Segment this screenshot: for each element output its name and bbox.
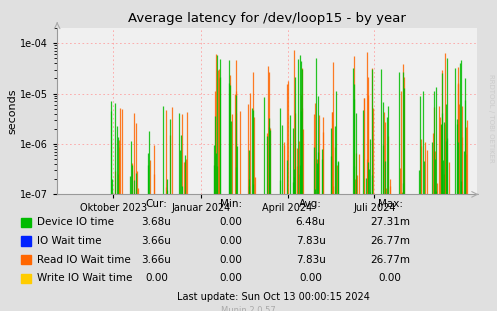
- Text: Max:: Max:: [378, 199, 403, 209]
- Text: Write IO Wait time: Write IO Wait time: [37, 273, 133, 283]
- Text: Read IO Wait time: Read IO Wait time: [37, 255, 131, 265]
- Text: Min:: Min:: [220, 199, 242, 209]
- Text: Last update: Sun Oct 13 00:00:15 2024: Last update: Sun Oct 13 00:00:15 2024: [177, 292, 370, 302]
- Text: 26.77m: 26.77m: [370, 255, 410, 265]
- Text: 3.66u: 3.66u: [142, 255, 171, 265]
- Text: 0.00: 0.00: [145, 273, 168, 283]
- Text: 0.00: 0.00: [220, 273, 243, 283]
- Text: 0.00: 0.00: [220, 255, 243, 265]
- Text: 3.66u: 3.66u: [142, 236, 171, 246]
- Text: 7.83u: 7.83u: [296, 255, 326, 265]
- Text: 0.00: 0.00: [220, 236, 243, 246]
- Text: Munin 2.0.57: Munin 2.0.57: [221, 306, 276, 311]
- Text: 6.48u: 6.48u: [296, 217, 326, 227]
- Text: 0.00: 0.00: [379, 273, 402, 283]
- Text: 7.83u: 7.83u: [296, 236, 326, 246]
- Text: 26.77m: 26.77m: [370, 236, 410, 246]
- Text: 0.00: 0.00: [299, 273, 322, 283]
- Text: RRDTOOL / TOBI OETIKER: RRDTOOL / TOBI OETIKER: [488, 74, 494, 163]
- Text: Cur:: Cur:: [146, 199, 167, 209]
- Text: Device IO time: Device IO time: [37, 217, 114, 227]
- Text: 27.31m: 27.31m: [370, 217, 410, 227]
- Text: 0.00: 0.00: [220, 217, 243, 227]
- Text: 3.68u: 3.68u: [142, 217, 171, 227]
- Y-axis label: seconds: seconds: [7, 88, 17, 134]
- Text: IO Wait time: IO Wait time: [37, 236, 102, 246]
- Text: Avg:: Avg:: [299, 199, 322, 209]
- Title: Average latency for /dev/loop15 - by year: Average latency for /dev/loop15 - by yea…: [128, 12, 406, 26]
